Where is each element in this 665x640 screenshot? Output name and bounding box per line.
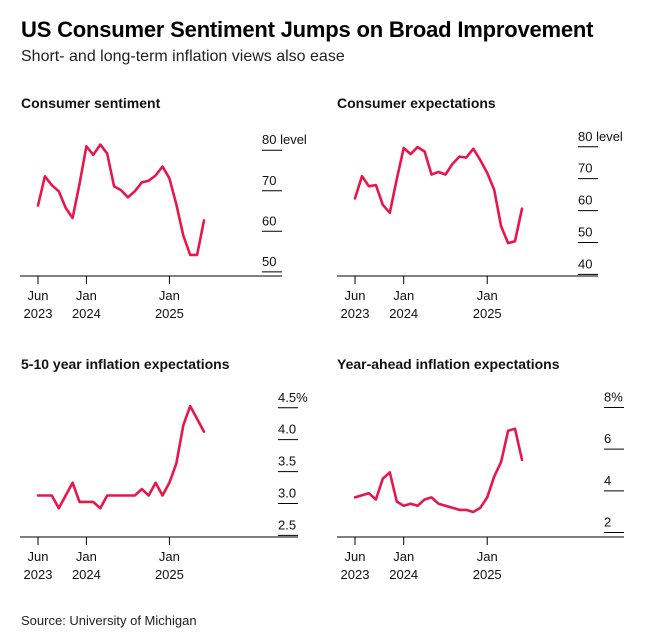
y-tick-label: 40	[578, 256, 592, 271]
x-tick-label: Jan	[76, 288, 97, 303]
x-tick-label: Jun	[28, 288, 49, 303]
x-tick-label: 2024	[72, 567, 101, 582]
y-tick-label: 4.0	[278, 422, 296, 437]
x-tick-label: 2025	[473, 306, 502, 321]
x-tick-label: 2023	[341, 567, 370, 582]
x-tick-label: 2025	[155, 567, 184, 582]
panel-title: Year-ahead inflation expectations	[337, 356, 560, 372]
x-tick-label: 2025	[155, 306, 184, 321]
y-tick-label: 8%	[604, 390, 623, 405]
x-tick-label: Jan	[477, 288, 498, 303]
y-tick-label: 4.5%	[278, 390, 308, 405]
series-line	[36, 143, 206, 257]
page-title: US Consumer Sentiment Jumps on Broad Imp…	[21, 17, 594, 42]
x-tick-label: 2025	[473, 567, 502, 582]
y-tick-label: 3.0	[278, 486, 296, 501]
y-tick-label: 50	[262, 254, 276, 269]
chart-panel-2: Consumer expectations 80 level 70 60 50 40 Jun…	[337, 95, 623, 321]
x-tick-label: Jan	[393, 549, 414, 564]
x-tick-label: Jan	[76, 549, 97, 564]
y-tick-label: 50	[578, 225, 592, 240]
chart-panel-4: Year-ahead inflation expectations 8% 6 4 2 Ju…	[337, 356, 624, 582]
x-tick-label: Jan	[393, 288, 414, 303]
y-tick-label: 80 level	[578, 129, 623, 144]
y-tick-label: 70	[262, 173, 276, 188]
x-tick-label: Jun	[345, 549, 366, 564]
x-tick-label: Jan	[477, 549, 498, 564]
y-tick-label: 80 level	[262, 132, 307, 147]
chart-panel-1: Consumer sentiment 80 level 70 60 50 Jun 2023 J…	[20, 95, 307, 321]
x-tick-label: Jan	[159, 288, 180, 303]
series-line	[36, 404, 206, 510]
panel-title: Consumer expectations	[337, 95, 496, 111]
x-tick-label: Jun	[345, 288, 366, 303]
x-tick-label: 2024	[389, 567, 418, 582]
page-subtitle: Short- and long-term inflation views als…	[21, 48, 345, 65]
y-tick-label: 6	[604, 431, 611, 446]
series-line	[353, 145, 524, 245]
y-tick-label: 60	[578, 193, 592, 208]
x-tick-label: 2023	[341, 306, 370, 321]
y-tick-label: 60	[262, 213, 276, 228]
y-tick-label: 2	[604, 515, 611, 530]
chart-panel-3: 5-10 year inflation expectations 4.5% 4.0 3…	[20, 356, 308, 582]
x-tick-label: Jun	[28, 549, 49, 564]
y-tick-label: 4	[604, 473, 611, 488]
source-note: Source: University of Michigan	[21, 613, 197, 628]
x-tick-label: 2023	[24, 306, 53, 321]
y-tick-label: 2.5	[278, 517, 296, 532]
x-tick-label: 2023	[24, 567, 53, 582]
x-tick-label: 2024	[389, 306, 418, 321]
panel-title: Consumer sentiment	[21, 95, 161, 111]
x-tick-label: Jan	[159, 549, 180, 564]
series-line	[353, 427, 524, 514]
y-tick-label: 3.5	[278, 454, 296, 469]
y-tick-label: 70	[578, 161, 592, 176]
panel-title: 5-10 year inflation expectations	[21, 356, 230, 372]
x-tick-label: 2024	[72, 306, 101, 321]
